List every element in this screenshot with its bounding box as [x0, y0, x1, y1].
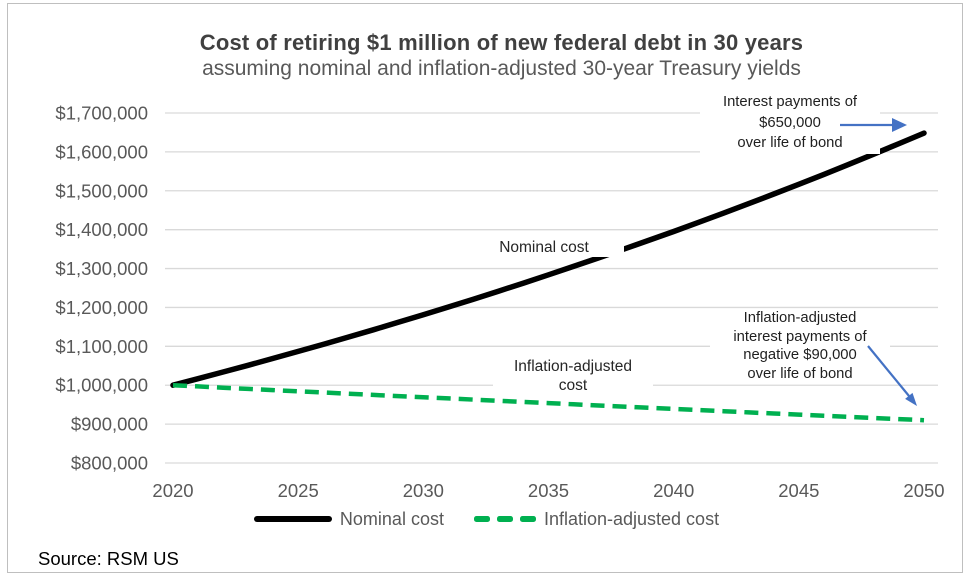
- inflation-interest-callout: Inflation-adjusted interest payments of …: [710, 309, 890, 383]
- nominal-callout-line3: over life of bond: [737, 135, 843, 151]
- legend-label-nominal: Nominal cost: [339, 508, 444, 529]
- y-tick-label: $1,300,000: [55, 258, 148, 279]
- chart-legend: Nominal cost Inflation-adjusted cost: [0, 506, 973, 532]
- nominal-line-label: Nominal cost: [464, 238, 624, 257]
- inflation-line-label: Inflation-adjusted cost: [493, 357, 653, 395]
- y-tick-label: $1,500,000: [55, 180, 148, 201]
- x-tick-label: 2030: [403, 480, 444, 501]
- y-tick-label: $1,400,000: [55, 219, 148, 240]
- x-tick-label: 2040: [653, 480, 694, 501]
- inflation-callout-line3: negative $90,000: [743, 347, 857, 363]
- inflation-line-label-line1: Inflation-adjusted: [513, 358, 633, 375]
- inflation-line-label-line2: cost: [558, 377, 588, 394]
- y-tick-label: $1,600,000: [55, 141, 148, 162]
- nominal-callout-line1: Interest payments of: [722, 94, 858, 110]
- x-tick-label: 2020: [152, 480, 193, 501]
- y-tick-label: $1,700,000: [55, 103, 148, 124]
- down-right-arrow-icon: [867, 345, 917, 406]
- y-tick-label: $1,100,000: [55, 336, 148, 357]
- chart-subtitle: assuming nominal and inflation-adjusted …: [202, 57, 801, 80]
- legend-item-inflation: Inflation-adjusted cost: [473, 508, 720, 530]
- x-tick-label: 2050: [903, 480, 944, 501]
- y-tick-label: $1,200,000: [55, 297, 148, 318]
- inflation-callout-line4: over life of bond: [747, 365, 853, 382]
- inflation-adjusted-cost-line: [172, 382, 925, 423]
- y-tick-label: $1,000,000: [55, 375, 148, 396]
- right-arrow-icon: [840, 118, 907, 132]
- x-tick-label: 2035: [528, 480, 569, 501]
- inflation-callout-line1: Inflation-adjusted: [743, 310, 857, 326]
- x-tick-label: 2025: [278, 480, 319, 501]
- nominal-callout-line2: $650,000: [759, 114, 821, 131]
- source-note: Source: RSM US: [38, 548, 179, 569]
- legend-label-inflation: Inflation-adjusted cost: [543, 508, 720, 529]
- inflation-line-swatch: [473, 516, 536, 522]
- nominal-interest-callout: Interest payments of $650,000 over life …: [700, 92, 880, 154]
- nominal-line-swatch: [253, 516, 332, 522]
- x-tick-label: 2045: [778, 480, 819, 501]
- chart-title: Cost of retiring $1 million of new feder…: [199, 30, 804, 55]
- nominal-cost-line: [170, 130, 927, 388]
- y-tick-label: $900,000: [71, 414, 148, 435]
- y-tick-label: $800,000: [71, 453, 148, 474]
- legend-item-nominal: Nominal cost: [253, 508, 444, 530]
- inflation-callout-line2: interest payments of: [733, 328, 867, 345]
